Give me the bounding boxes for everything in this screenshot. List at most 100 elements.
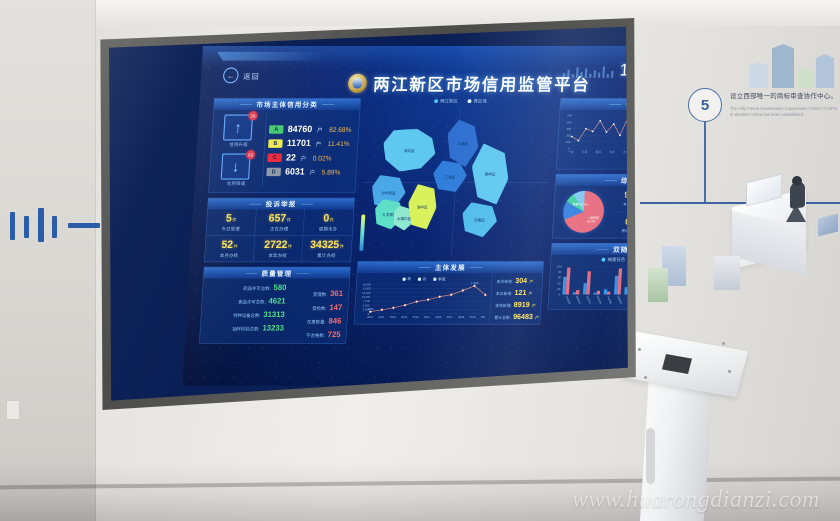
svg-text:0: 0 — [558, 293, 560, 297]
map-region-label: 大渡口区 — [396, 216, 412, 221]
wall-deco-bar-2 — [24, 216, 29, 238]
grade-tag-C: C — [267, 153, 282, 163]
credit-arrow-column: ↑ 26 信用升级 ↓ 63 信用降级 — [212, 111, 264, 187]
svg-text:五月: 五月 — [595, 150, 601, 154]
credit-archive-chart: 0100200300400500一月三月五月七月九月十一月 — [557, 110, 628, 169]
map-region-label: 渝北区 — [403, 149, 415, 153]
svg-text:0: 0 — [368, 312, 370, 316]
quality-row: 在册数量: 846 — [284, 316, 342, 325]
arrow-down-icon: ↓ — [231, 158, 240, 176]
iso-building-b-icon — [648, 268, 668, 302]
law-enforcement-pie-wrap: 一般程序 68.9% 简易 14.4% — [552, 186, 614, 238]
development-stat-value: 8919 — [513, 300, 530, 309]
quality-value: 13233 — [262, 323, 285, 333]
complaints-label: 今日受理 — [221, 226, 241, 232]
svg-text:5,000: 5,000 — [363, 303, 371, 307]
quality-row: 食品许可总数: 4621 — [207, 296, 286, 305]
svg-text:2014: 2014 — [412, 315, 419, 319]
credit-grade-row[interactable]: C 22 户 0.02% — [267, 153, 354, 163]
development-tabs[interactable]: 年 月 季度 — [358, 275, 490, 282]
complaints-grid: 5件 今日受理 657件 正在办理 0件 逾期未办 52件 本月办结 2722件 本年办结 3432… — [204, 209, 354, 262]
map-region[interactable]: 渝中区 — [407, 184, 438, 229]
grade-tag-B: B — [268, 139, 283, 148]
complaints-cell[interactable]: 5件 今日受理 — [206, 209, 257, 236]
svg-text:2011: 2011 — [378, 315, 385, 319]
complaints-cell[interactable]: 0件 逾期未办 — [303, 209, 354, 236]
svg-text:特种设备: 特种设备 — [596, 295, 604, 306]
quality-value: 147 — [329, 302, 343, 312]
map-legend-item-1[interactable]: 各区域 — [467, 98, 487, 104]
quality-value: 846 — [328, 315, 342, 326]
inspection-tab[interactable]: 抽查任务 — [601, 257, 625, 263]
grade-tag-D: D — [266, 167, 282, 177]
map-region[interactable]: 南岸区 — [470, 143, 511, 204]
development-tab[interactable]: 年 — [402, 276, 411, 282]
inspection-tab-label: 抽查任务 — [607, 257, 626, 263]
quality-label: 在册数量: — [306, 319, 326, 325]
credit-grade-row[interactable]: A 84760 户 82.68% — [268, 124, 356, 134]
complaints-cell[interactable]: 34325件 累计办结 — [302, 236, 352, 262]
development-stat-label: 本月新增: — [496, 280, 514, 285]
map-region[interactable]: 北碚区 — [446, 120, 481, 168]
police-emblem-icon — [347, 73, 368, 93]
iso-person-head-icon — [792, 176, 802, 186]
map-region-label: 沙坪坝区 — [381, 191, 396, 196]
credit-archive-panel: 信用专栏 0100200300400500一月三月五月七月九月十一月 信用联合惩… — [556, 98, 628, 170]
svg-text:80: 80 — [558, 270, 562, 274]
iso-cube-icon — [818, 213, 838, 237]
wall-graphic-title: 设立西部唯一的商标审查协作中心。 — [730, 93, 838, 100]
kiosk-cutout — [646, 428, 655, 484]
development-tab[interactable]: 季度 — [432, 276, 446, 282]
development-chart: 年月季度 0 2,500 5,000 7,500 10,000 12,500 15,000 1… — [354, 273, 492, 324]
district-map[interactable]: 渝北区 江北区 北碚区 沙坪坝区 九龙坡区 大渡口区 渝中区 南岸区 巴南区 — [358, 108, 553, 257]
complaints-value: 657 — [268, 212, 287, 225]
development-tab[interactable]: 月 — [417, 276, 426, 282]
svg-text:100: 100 — [566, 140, 571, 144]
credit-downgrade-button[interactable]: ↓ 63 信用降级 — [220, 150, 256, 187]
development-stats: 本月新增: 304 户本日新增: 121 户本年新增: 8919 户累计总数: 96483 户 — [489, 272, 543, 324]
development-stat: 本月新增: 304 户 — [496, 276, 542, 284]
map-region-label: 江北区 — [444, 175, 456, 180]
inspection-tabs[interactable]: 抽查任务双随机抽查 — [551, 255, 628, 263]
development-tab-label: 季度 — [437, 277, 446, 282]
map-legend-label-1: 各区域 — [473, 98, 487, 104]
credit-grade-row[interactable]: B 11701 户 11.41% — [268, 139, 355, 149]
complaints-cell[interactable]: 52件 本月办结 — [204, 235, 255, 262]
credit-grade-row[interactable]: D 6031 户 5.89% — [266, 167, 353, 177]
map-region[interactable]: 巴南区 — [461, 202, 498, 237]
display-screen[interactable]: ← 返回 两江新区市场信用监管平台 13:40:25 2020年07月03日 星… — [109, 26, 628, 401]
complaints-label: 累计办结 — [317, 252, 336, 258]
development-stat-unit: 户 — [529, 280, 534, 285]
tab-dot-icon — [432, 277, 437, 281]
svg-text:2013: 2013 — [401, 315, 408, 319]
map-legend-item-0[interactable]: 两江新区 — [434, 98, 458, 104]
credit-archive-title: 信用专栏 — [560, 98, 628, 110]
iso-building-c-icon — [714, 256, 740, 290]
grade-percent: 0.02% — [312, 153, 332, 162]
quality-label: 受检数: — [312, 305, 327, 311]
inspection-panel: 双随机抽查 抽查任务双随机抽查 抽查计划数实际抽查数 020406080100市… — [547, 242, 628, 310]
svg-text:40: 40 — [557, 281, 561, 285]
credit-classification-title: 市场主体信用分类 — [213, 98, 361, 110]
development-panel: 主体发展 年 月 季度 0 2,500 5,000 7,500 10,000 12,500 15… — [353, 261, 544, 325]
complaints-value: 52 — [221, 238, 234, 251]
credit-upgrade-button[interactable]: ↑ 26 信用升级 — [222, 111, 258, 147]
pie-slice-label-0: 一般程序 68.9% — [586, 216, 600, 224]
complaints-label: 本年办结 — [268, 252, 288, 258]
development-stat-value: 304 — [515, 276, 528, 285]
map-region[interactable]: 渝北区 — [382, 129, 437, 172]
complaints-label: 正在办理 — [269, 226, 289, 232]
quality-row: 特种设备总数: 31313 — [207, 310, 285, 319]
development-tab-label: 月 — [422, 277, 427, 282]
svg-text:0: 0 — [568, 147, 570, 151]
quality-left-list: 药品许可总数: 580 食品许可总数: 4621 特种设备总数: 31313 抽样检验总数:… — [205, 283, 287, 339]
kiosk-stand — [620, 330, 772, 521]
law-enforcement-pie-chart: 一般程序 68.9% 简易 14.4% — [562, 190, 606, 233]
quality-row: 受检数: 147 — [285, 302, 343, 312]
skyline-graphic — [750, 42, 836, 88]
complaints-cell[interactable]: 2722件 本年办结 — [253, 235, 304, 262]
map-region-label: 巴南区 — [474, 218, 485, 223]
credit-grade-list: A 84760 户 82.68% B 11701 户 11.41% C 22 户 0.02% D 6031… — [261, 114, 357, 187]
development-stat: 累计总数: 96483 户 — [494, 312, 540, 320]
complaints-cell[interactable]: 657件 正在办理 — [254, 209, 306, 236]
